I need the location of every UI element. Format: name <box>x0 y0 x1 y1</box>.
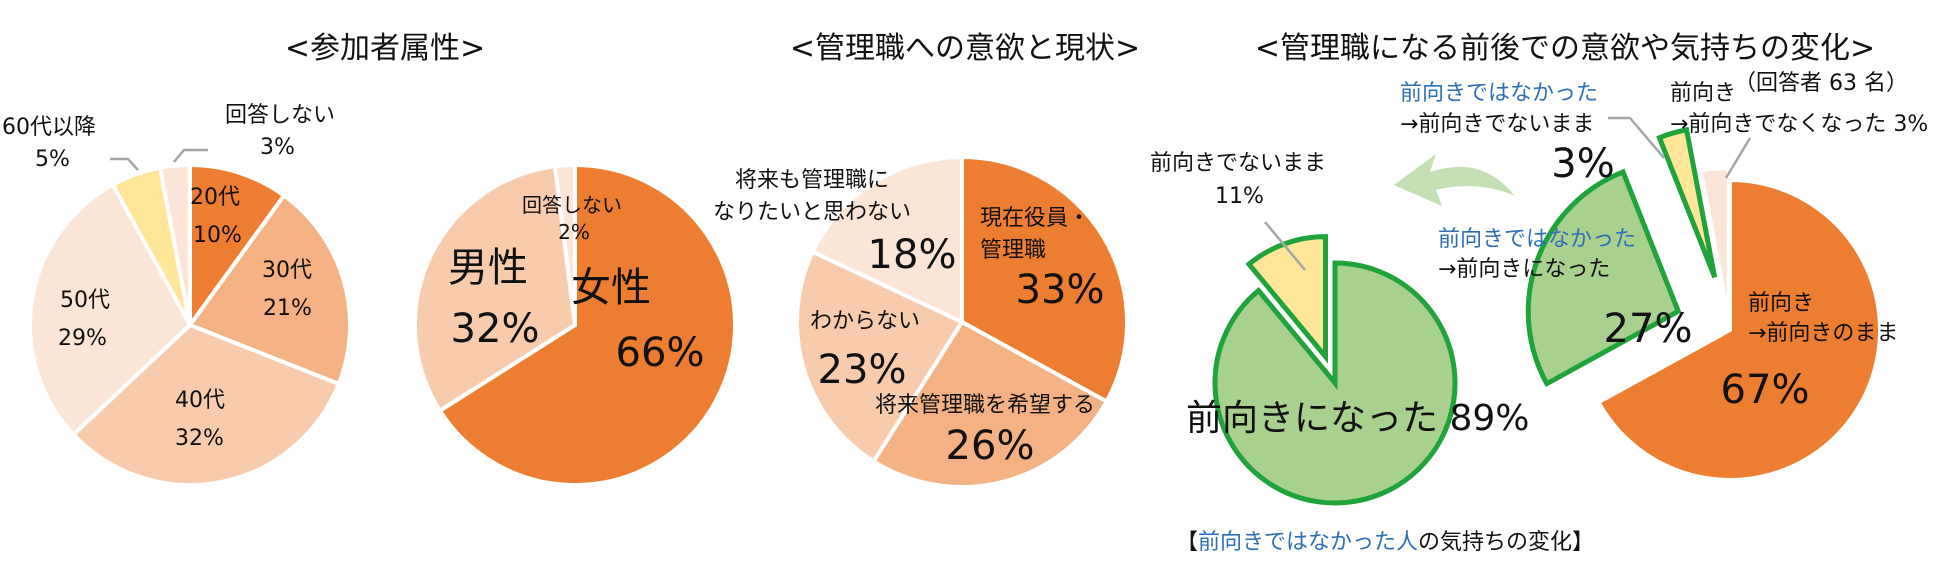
slice-40s <box>70 322 342 487</box>
label-20s-name: 20代 <box>190 185 240 210</box>
curved-arrow-icon <box>1394 154 1515 206</box>
title-participant-attributes: <参加者属性> <box>285 31 485 66</box>
label-stay-line2: →前向きでないまま <box>1400 112 1594 137</box>
slice-stayed-negative-11 <box>1245 234 1329 364</box>
pie-management-motivation <box>795 154 1129 489</box>
label-unknown-pct: 23% <box>818 347 907 393</box>
leader-no-answer <box>173 148 208 163</box>
label-current-manager-pct: 33% <box>1016 267 1105 313</box>
pie-motivation-change <box>1525 126 1882 482</box>
label-stay-negative-name: 前向きでないまま <box>1150 151 1326 176</box>
slice-30s <box>186 192 352 387</box>
label-no-answer-pct: 3% <box>260 135 295 160</box>
label-no-answer-name: 回答しない <box>225 103 335 128</box>
label-stay-pct: 3% <box>1551 141 1614 187</box>
label-40s-name: 40代 <box>175 388 225 413</box>
label-20s-pct: 10% <box>193 223 242 248</box>
label-60s-name: 60代以降 <box>2 115 96 140</box>
label-became-pct: 27% <box>1604 306 1693 352</box>
label-lost-line1: 前向き <box>1670 81 1736 106</box>
pie-gender <box>413 162 737 487</box>
label-hope-pct: 26% <box>946 423 1035 469</box>
slice-stayed-negative <box>1656 126 1718 279</box>
label-keep-pct: 67% <box>1721 367 1810 413</box>
title-motivation-change: <管理職になる前後での意欲や気持ちの変化> <box>1255 31 1875 66</box>
label-female-name: 女性 <box>571 265 651 311</box>
slice-male <box>413 164 578 414</box>
leader-stay <box>1608 116 1665 159</box>
slice-hope-manager <box>870 319 1110 489</box>
slice-20s <box>188 162 287 332</box>
slice-became-negative <box>1698 166 1731 319</box>
label-male-name: 男性 <box>448 245 528 291</box>
label-never-line2: なりたいと思わない <box>713 200 911 225</box>
label-lost-line2: →前向きでなくなった 3% <box>1670 112 1928 137</box>
label-keep-line2: →前向きのまま <box>1748 321 1898 346</box>
label-became-line1: 前向きではなかった <box>1438 227 1636 252</box>
label-male-pct: 32% <box>451 306 540 352</box>
slice-current-manager <box>960 154 1129 405</box>
label-gender-no-answer-name: 回答しない <box>522 193 622 217</box>
label-30s-pct: 21% <box>263 296 312 321</box>
label-became-positive: 前向きになった 89% <box>1186 398 1529 439</box>
slice-50s <box>28 182 193 438</box>
slice-female <box>437 162 737 487</box>
label-hope-name: 将来管理職を希望する <box>875 393 1095 418</box>
label-50s-pct: 29% <box>58 326 107 351</box>
respondent-count: （回答者 63 名） <box>1734 71 1908 96</box>
pie-participant-attributes <box>28 162 352 487</box>
label-current-manager-line1: 現在役員・ <box>980 206 1090 231</box>
leader-60s <box>110 157 139 171</box>
label-current-manager-line2: 管理職 <box>980 238 1046 263</box>
label-30s-name: 30代 <box>262 258 312 283</box>
title-management-motivation: <管理職への意欲と現状> <box>790 31 1140 66</box>
label-never-pct: 18% <box>868 232 957 278</box>
pie-non-positive-change <box>1212 234 1458 506</box>
label-keep-line1: 前向き <box>1748 291 1814 316</box>
leader-lost <box>1724 137 1752 179</box>
label-never-line1: 将来も管理職に <box>735 168 889 193</box>
slice-became-positive <box>1525 168 1682 388</box>
label-gender-no-answer-pct: 2% <box>558 220 590 244</box>
caption-non-positive-change: 【前向きではなかった人の気持ちの変化】 <box>1176 530 1594 555</box>
slice-no-answer <box>157 162 192 326</box>
label-stay-negative-pct: 11% <box>1215 184 1264 209</box>
label-unknown-name: わからない <box>810 309 920 334</box>
label-50s-name: 50代 <box>60 288 110 313</box>
slice-gender-no-answer <box>552 162 577 326</box>
leader-stay-negative <box>1264 221 1306 271</box>
label-60s-pct: 5% <box>35 147 70 172</box>
slice-positive-kept <box>1595 177 1882 482</box>
slice-never-manager <box>810 154 964 326</box>
slice-became-positive-89 <box>1212 260 1458 506</box>
label-became-line2: →前向きになった <box>1438 257 1610 282</box>
label-female-pct: 66% <box>616 330 705 376</box>
label-40s-pct: 32% <box>175 426 224 451</box>
label-stay-line1: 前向きではなかった <box>1400 81 1598 106</box>
